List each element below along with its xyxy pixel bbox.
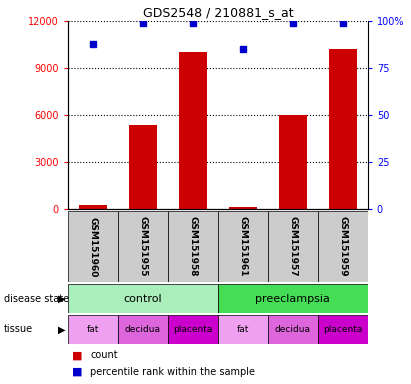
Text: percentile rank within the sample: percentile rank within the sample [90, 366, 255, 377]
Text: ▶: ▶ [58, 293, 65, 304]
Bar [129, 124, 157, 209]
Text: GSM151958: GSM151958 [188, 217, 197, 277]
Text: count: count [90, 350, 118, 360]
Text: GSM151957: GSM151957 [289, 217, 297, 277]
Bar [268, 315, 318, 344]
Text: GSM151955: GSM151955 [139, 217, 147, 277]
Bar [68, 284, 218, 313]
Text: decidua: decidua [275, 325, 311, 334]
Text: disease state: disease state [4, 293, 69, 304]
Text: fat: fat [87, 325, 99, 334]
Text: preeclampsia: preeclampsia [255, 293, 330, 304]
Bar [279, 115, 307, 209]
Bar [118, 315, 168, 344]
Bar [329, 50, 357, 209]
Bar [79, 205, 106, 209]
Bar [179, 53, 207, 209]
Bar [318, 315, 368, 344]
Text: GSM151959: GSM151959 [338, 217, 347, 277]
Bar [168, 315, 218, 344]
Text: placenta: placenta [173, 325, 212, 334]
Text: placenta: placenta [323, 325, 363, 334]
Text: fat: fat [237, 325, 249, 334]
Bar [318, 211, 368, 282]
Text: control: control [124, 293, 162, 304]
Bar [218, 211, 268, 282]
Bar [68, 315, 118, 344]
Text: decidua: decidua [125, 325, 161, 334]
Bar [168, 211, 218, 282]
Bar [229, 207, 256, 209]
Bar [68, 211, 118, 282]
Text: tissue: tissue [4, 324, 33, 334]
Title: GDS2548 / 210881_s_at: GDS2548 / 210881_s_at [143, 5, 293, 18]
Text: ▶: ▶ [58, 324, 65, 334]
Text: ■: ■ [72, 350, 83, 360]
Text: GSM151960: GSM151960 [88, 217, 97, 277]
Bar [218, 315, 268, 344]
Text: GSM151961: GSM151961 [238, 217, 247, 277]
Bar [118, 211, 168, 282]
Bar [218, 284, 368, 313]
Text: ■: ■ [72, 366, 83, 377]
Bar [268, 211, 318, 282]
